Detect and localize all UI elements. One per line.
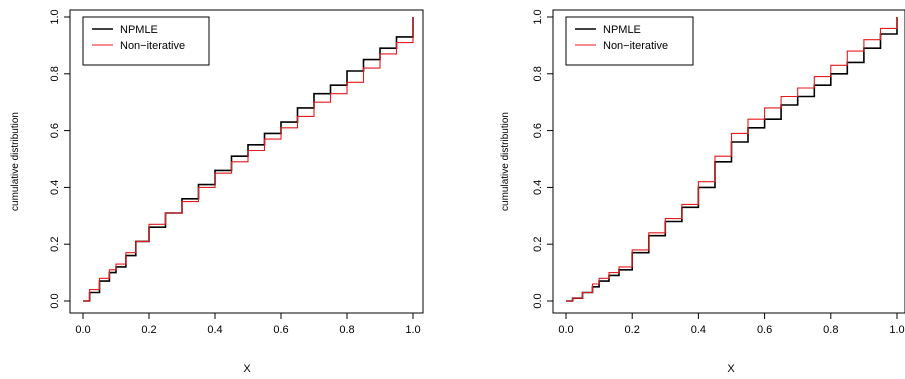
x-tick-label: 0.2: [625, 324, 640, 336]
y-tick-label: 0.6: [532, 123, 544, 138]
legend-label: NPMLE: [120, 24, 158, 36]
legend-label: Non−iterative: [603, 40, 668, 52]
x-axis-label: X: [727, 363, 735, 375]
y-axis-label: cumulative distribution: [10, 112, 21, 211]
legend-label: NPMLE: [603, 24, 641, 36]
x-tick-label: 0.4: [207, 324, 222, 336]
x-tick-label: 0.8: [339, 324, 354, 336]
x-tick-label: 0.0: [558, 324, 573, 336]
legend: NPMLE Non−iterative: [82, 16, 210, 66]
x-tick-label: 1.0: [889, 324, 904, 336]
x-tick-label: 0.6: [273, 324, 288, 336]
x-tick-label: 1.0: [405, 324, 420, 336]
y-tick-label: 0.2: [532, 237, 544, 252]
chart-left: 0.0 0.2 0.4 0.6 0.8 1.0 0.0 0.2 0.4 0.6 0.8 1.0 Xcum…: [10, 9, 424, 375]
x-axis-label: X: [243, 363, 251, 375]
y-tick-label: 1.0: [49, 9, 61, 24]
x-tick-label: 0.8: [823, 324, 838, 336]
x-tick-label: 0.4: [691, 324, 706, 336]
plot-frame: [552, 9, 905, 314]
y-tick-label: 1.0: [532, 9, 544, 24]
legend-box: [565, 16, 694, 66]
y-tick-label: 0.8: [532, 66, 544, 81]
plot-frame: [69, 9, 424, 314]
x-tick-label: 0.6: [757, 324, 772, 336]
x-tick-label: 0.0: [75, 324, 90, 336]
series-line-non-iterative: [566, 17, 898, 302]
x-tick-label: 0.2: [141, 324, 156, 336]
y-tick-label: 0.2: [49, 237, 61, 252]
y-axis-label: cumulative distribution: [500, 112, 511, 211]
y-tick-label: 0.6: [49, 123, 61, 138]
legend-label: Non−iterative: [120, 40, 185, 52]
y-tick-label: 0.0: [532, 293, 544, 308]
y-tick-label: 0.8: [49, 66, 61, 81]
y-tick-label: 0.4: [49, 180, 61, 195]
series-line-non-iterative: [83, 17, 414, 302]
legend-box: [82, 16, 210, 66]
y-tick-label: 0.4: [532, 180, 544, 195]
y-tick-label: 0.0: [49, 293, 61, 308]
legend: NPMLE Non−iterative: [565, 16, 694, 66]
chart-right: 0.0 0.2 0.4 0.6 0.8 1.0 0.0 0.2 0.4 0.6 0.8 1.0 Xcum…: [500, 9, 905, 375]
